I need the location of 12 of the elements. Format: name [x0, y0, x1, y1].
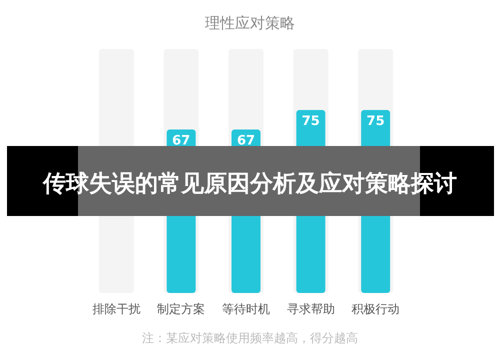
data-label: 67: [236, 134, 256, 149]
x-tick-label: 寻求帮助: [286, 302, 335, 316]
x-tick-label: 排除干扰: [92, 302, 140, 316]
x-tick-label: 等待时机: [222, 302, 270, 316]
data-label: 75: [302, 114, 320, 129]
chart-title: 理性应对策略: [205, 14, 295, 32]
data-label: 75: [366, 114, 385, 129]
data-label: 67: [172, 134, 190, 149]
annotation: 传球失误的常见原因分析及应对策略探讨: [42, 170, 457, 197]
text: 注：某应对策略使用频率越高，得分越高: [142, 331, 358, 345]
x-tick-label: 积极行动: [352, 302, 400, 316]
x-tick-label: 制定方案: [157, 302, 206, 316]
